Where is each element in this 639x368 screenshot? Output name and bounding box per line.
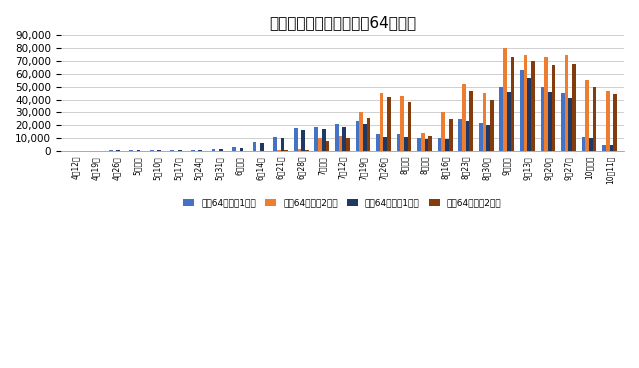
- Bar: [486, 125, 490, 151]
- Bar: [325, 141, 329, 151]
- Bar: [294, 128, 298, 151]
- Bar: [383, 137, 387, 151]
- Bar: [301, 130, 305, 151]
- Bar: [199, 150, 202, 151]
- Bar: [298, 149, 301, 151]
- Bar: [343, 127, 346, 151]
- Bar: [400, 96, 404, 151]
- Bar: [520, 70, 524, 151]
- Bar: [482, 93, 486, 151]
- Bar: [178, 150, 181, 151]
- Bar: [359, 113, 363, 151]
- Bar: [531, 61, 535, 151]
- Bar: [240, 148, 243, 151]
- Bar: [277, 150, 281, 151]
- Bar: [355, 121, 359, 151]
- Bar: [367, 118, 371, 151]
- Bar: [421, 133, 424, 151]
- Bar: [417, 138, 421, 151]
- Bar: [503, 48, 507, 151]
- Bar: [363, 124, 367, 151]
- Bar: [404, 137, 408, 151]
- Bar: [511, 57, 514, 151]
- Bar: [507, 92, 511, 151]
- Bar: [273, 137, 277, 151]
- Bar: [606, 91, 610, 151]
- Bar: [318, 138, 322, 151]
- Bar: [157, 150, 161, 151]
- Bar: [462, 84, 466, 151]
- Bar: [137, 150, 141, 151]
- Bar: [339, 135, 343, 151]
- Bar: [500, 87, 503, 151]
- Bar: [314, 127, 318, 151]
- Bar: [260, 143, 264, 151]
- Bar: [424, 139, 428, 151]
- Bar: [428, 135, 432, 151]
- Bar: [376, 134, 380, 151]
- Bar: [602, 145, 606, 151]
- Bar: [322, 129, 325, 151]
- Bar: [438, 138, 442, 151]
- Bar: [212, 149, 215, 151]
- Bar: [524, 54, 527, 151]
- Bar: [569, 98, 572, 151]
- Bar: [470, 91, 473, 151]
- Bar: [171, 150, 174, 151]
- Bar: [548, 92, 551, 151]
- Bar: [593, 87, 596, 151]
- Bar: [479, 123, 482, 151]
- Bar: [305, 150, 309, 151]
- Bar: [613, 95, 617, 151]
- Bar: [408, 102, 412, 151]
- Bar: [281, 138, 284, 151]
- Bar: [585, 80, 589, 151]
- Bar: [232, 148, 236, 151]
- Bar: [380, 93, 383, 151]
- Bar: [561, 93, 565, 151]
- Bar: [551, 65, 555, 151]
- Bar: [253, 142, 256, 151]
- Bar: [449, 119, 452, 151]
- Bar: [490, 100, 494, 151]
- Bar: [541, 87, 544, 151]
- Bar: [544, 57, 548, 151]
- Bar: [572, 64, 576, 151]
- Bar: [397, 134, 400, 151]
- Bar: [346, 138, 350, 151]
- Bar: [191, 149, 195, 151]
- Bar: [109, 150, 112, 151]
- Bar: [610, 145, 613, 151]
- Bar: [581, 137, 585, 151]
- Bar: [466, 121, 470, 151]
- Bar: [150, 150, 153, 151]
- Bar: [335, 124, 339, 151]
- Title: 大阪府ワクチン接種回楐64歳以下: 大阪府ワクチン接種回楐64歳以下: [269, 15, 416, 30]
- Legend: 女栀64歳以下1回目, 女栀64歳以下2回目, 男栀64歳以下1回目, 男栀64歳以下2回目: 女栀64歳以下1回目, 女栀64歳以下2回目, 男栀64歳以下1回目, 男栀64…: [180, 195, 505, 211]
- Bar: [219, 149, 223, 151]
- Bar: [565, 54, 569, 151]
- Bar: [129, 150, 133, 151]
- Bar: [387, 97, 391, 151]
- Bar: [442, 113, 445, 151]
- Bar: [445, 139, 449, 151]
- Bar: [589, 138, 593, 151]
- Bar: [527, 78, 531, 151]
- Bar: [458, 119, 462, 151]
